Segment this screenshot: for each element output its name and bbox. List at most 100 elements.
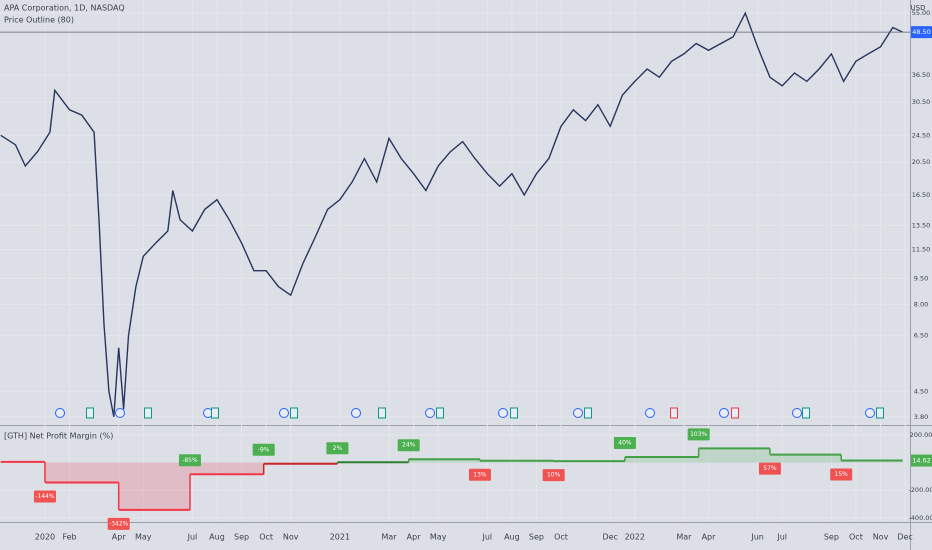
margin-label: -9% [258,446,270,453]
x-tick-label: Feb [62,533,76,542]
earnings-icon [719,408,729,418]
earnings-icon [792,408,802,418]
y-tick-label: 13.50 [912,221,931,229]
dividend-icon [290,407,298,419]
x-tick-label: Mar [381,533,397,542]
last-price-label: 48.50 [912,28,931,36]
x-tick-label: Jul [481,533,492,542]
pane-title: [GTH] Net Profit Margin (%) [4,432,113,441]
margin-label: 10% [547,472,561,479]
price-line [0,11,903,417]
dividend-icon [731,407,739,419]
x-tick-label: Oct [554,533,568,542]
x-tick-label: Mar [676,533,692,542]
x-tick-label: 2020 [35,533,55,542]
margin-label: 15% [835,471,849,478]
dividend-icon [211,407,219,419]
dividend-icon [670,407,678,419]
x-tick-label: May [430,533,447,542]
margin-area [44,462,119,483]
earnings-icon [865,408,875,418]
earnings-icon [645,408,655,418]
x-tick-label: Jul [776,533,787,542]
dividend-icon [144,407,152,419]
x-tick-label: Sep [529,533,544,542]
margin-area [189,462,264,475]
y-tick-label: -200.00 [908,486,932,494]
currency: USD [911,4,926,12]
dividend-icon [584,407,592,419]
margin-label-box [33,490,56,503]
x-tick-label: Apr [407,533,422,542]
x-tick-label: Oct [849,533,863,542]
margin-area [769,454,842,463]
earnings-icon [351,408,361,418]
margin-label-box [687,428,710,441]
y-tick-label: 20.50 [912,158,931,166]
x-tick-label: Nov [873,533,889,542]
y-tick-label: 200.00 [910,431,932,439]
dividend-icon [876,407,884,419]
margin-area [841,460,903,463]
x-tick-label: Jul [187,533,198,542]
y-tick-label: 30.50 [912,98,931,106]
y-tick-label: 3.80 [914,413,928,421]
last-value-tag [911,454,932,467]
x-tick-label: Apr [702,533,717,542]
margin-label-box [326,442,349,455]
margin-label: -144% [35,493,55,500]
x-tick-label: Sep [234,533,249,542]
margin-label: 40% [618,440,632,447]
dividend-icon [378,407,386,419]
earnings-icon [55,408,65,418]
dividend-icon [802,407,810,419]
margin-label-box [107,517,130,530]
margin-area [118,462,190,510]
y-tick-label: 36.50 [912,71,931,79]
y-tick-label: 8.00 [914,300,928,308]
dividend-icon [436,407,444,419]
indicator-title: Price Outline (80) [4,16,74,25]
chart-title: APA Corporation, 1D, NASDAQ [4,4,125,13]
x-tick-label: Aug [504,533,520,542]
event-markers [55,407,884,419]
margin-area [408,459,480,463]
margin-label-box [178,454,201,467]
x-tick-label: Dec [897,533,912,542]
margin-label: 57% [763,465,777,472]
x-tick-label: Sep [824,533,839,542]
earnings-icon [425,408,435,418]
x-tick-label: Aug [209,533,225,542]
margin-label: 103% [690,431,707,438]
y-tick-label: 9.50 [914,274,928,282]
margin-label-box [397,439,420,452]
x-tick-label: Nov [283,533,299,542]
y-tick-label: 11.50 [912,246,931,254]
margin-label-box [613,437,636,450]
earnings-icon [498,408,508,418]
dividend-icon [86,407,94,419]
x-tick-label: 2021 [330,533,350,542]
x-tick-label: Dec [602,533,617,542]
grid [0,0,910,522]
y-tick-label: -400.00 [908,514,932,522]
margin-label-box [542,469,565,482]
margin-label-box [252,443,275,456]
earnings-icon [573,408,583,418]
marks: 48.50 -144% -342% -85% -9% 2% 24% 13% 10% 40% 103%… [0,11,932,530]
margin-label: 2% [333,445,343,452]
margin-label: -85% [182,457,198,464]
last-price-tag [911,26,932,39]
last-value-label: 14.62 [912,457,931,465]
x-tick-label: Apr [112,533,127,542]
y-tick-label: 55.00 [912,9,931,17]
margin-area [698,448,770,463]
margin-area [624,457,699,463]
x-tick-label: Oct [259,533,273,542]
dividend-icon [510,407,518,419]
margin-label: 24% [402,442,416,449]
y-tick-label: 4.50 [914,387,928,395]
x-tick-label: Jun [750,533,764,542]
margin-label-box [468,468,491,481]
